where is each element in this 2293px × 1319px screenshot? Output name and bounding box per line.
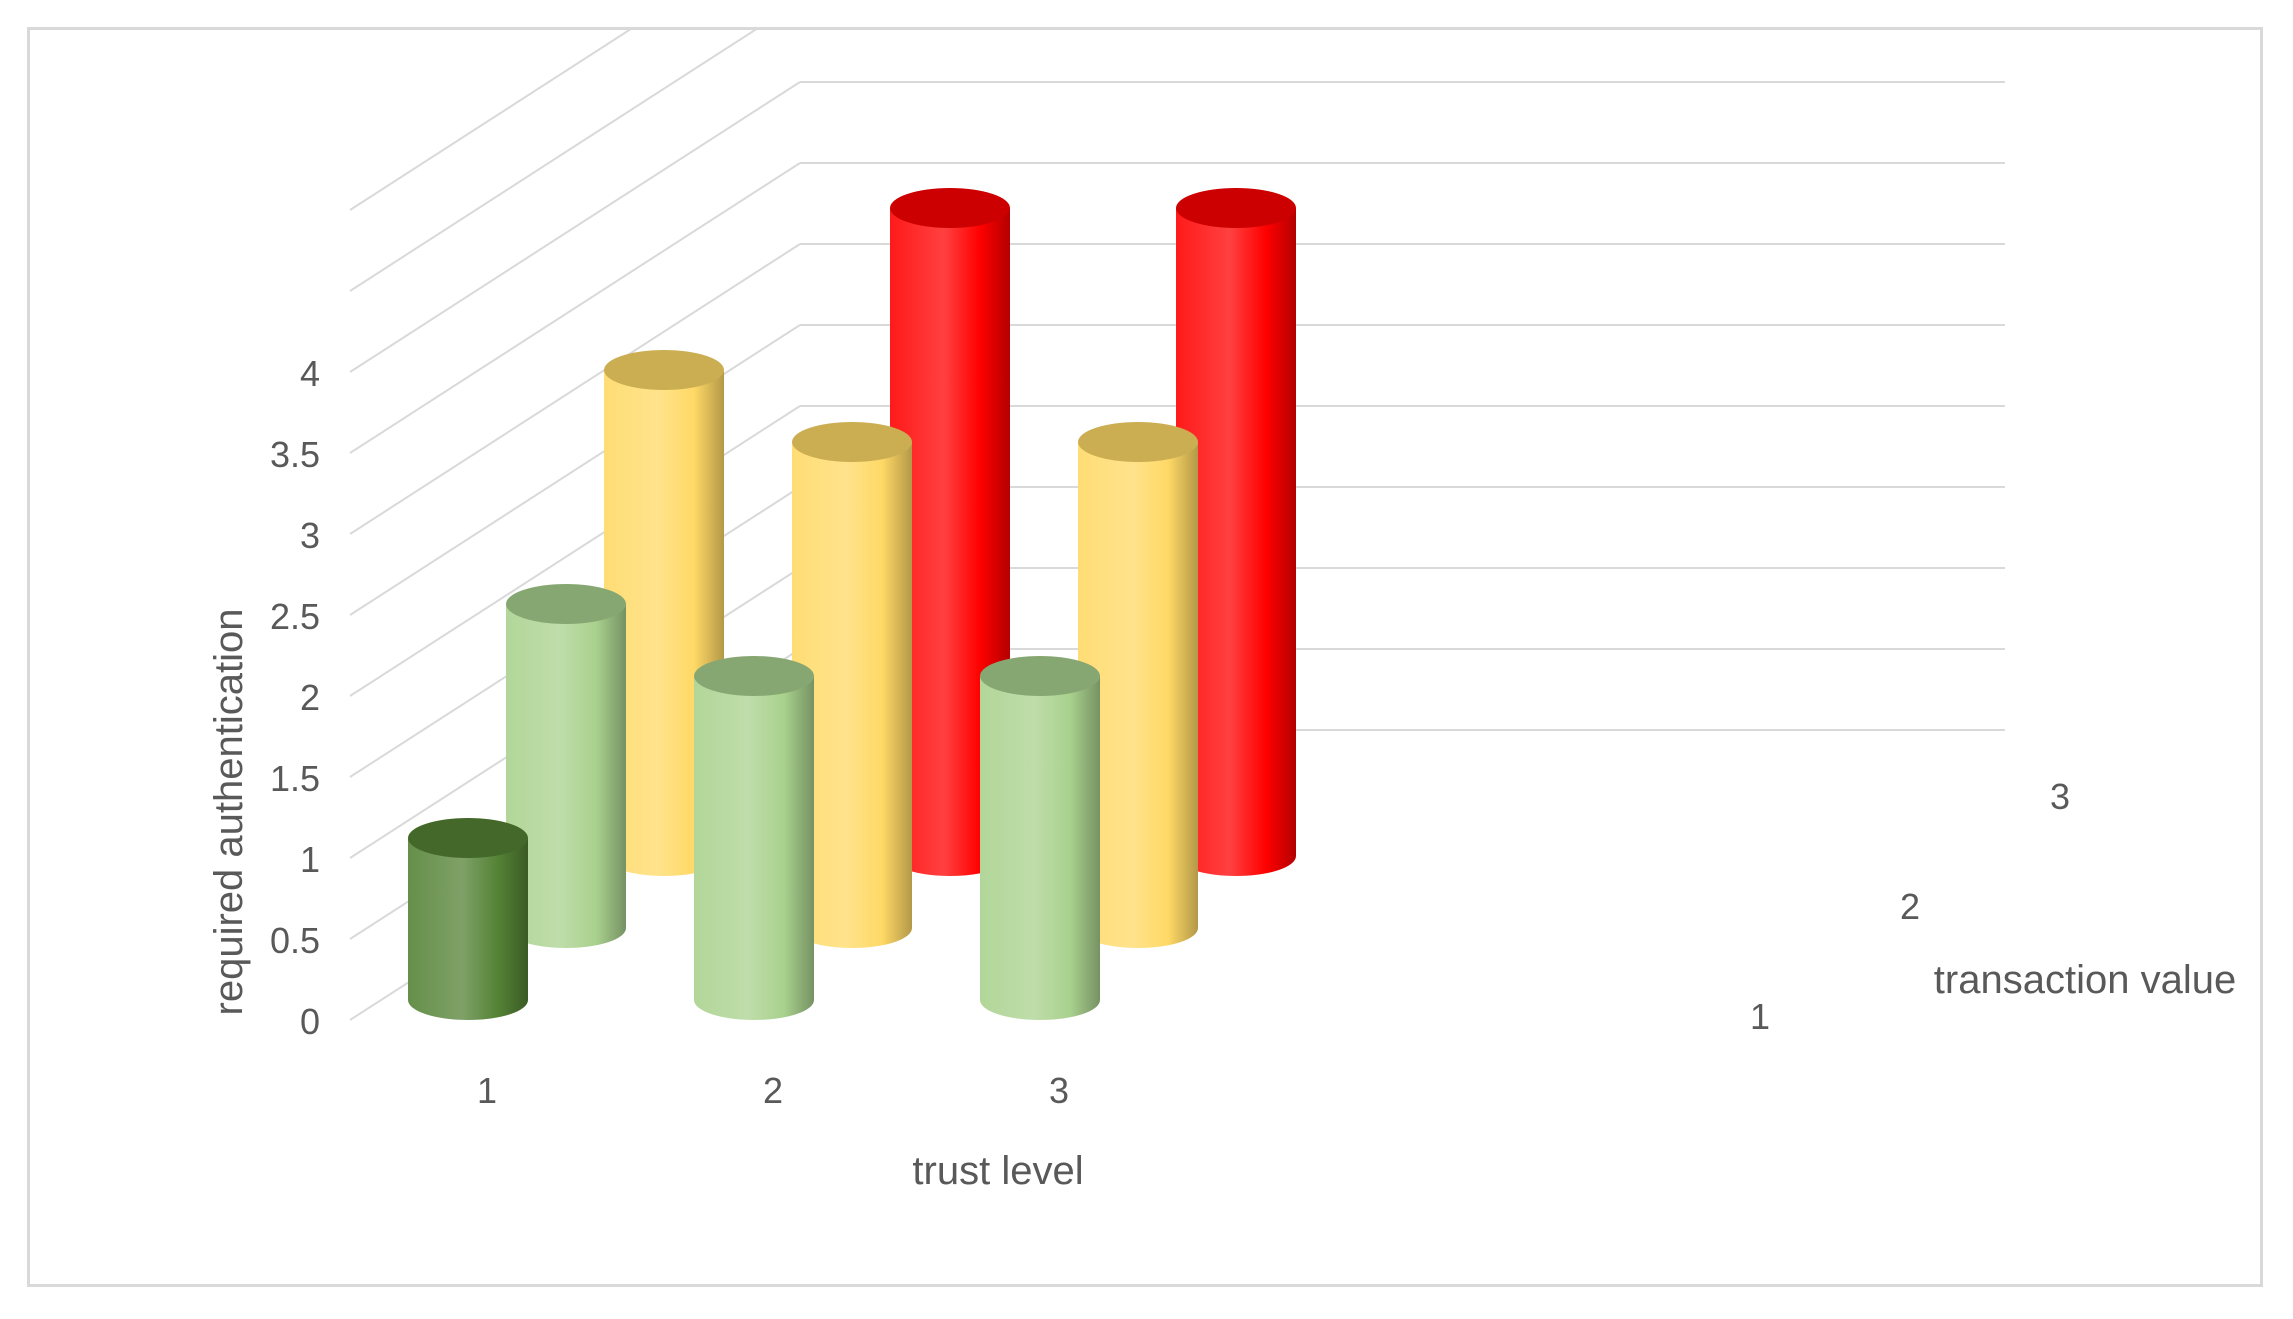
x-axis-label: trust level xyxy=(912,1149,1083,1193)
gridline-diagonal xyxy=(349,243,801,535)
gridline-diagonal xyxy=(349,405,801,697)
y-tick-label: 3 xyxy=(300,515,320,556)
bar-body xyxy=(792,442,912,948)
gridline-diagonal xyxy=(349,30,757,292)
bar-top xyxy=(408,818,528,858)
bar-cylinder xyxy=(506,584,626,948)
y-axis-label: required authentication xyxy=(207,609,251,1016)
y-axis-ticks: 0 0.5 1 1.5 2 2.5 3 3.5 4 xyxy=(270,353,320,1042)
y-tick-label: 0 xyxy=(300,1001,320,1042)
y-tick-label: 1 xyxy=(300,839,320,880)
bar-top xyxy=(980,656,1100,696)
depth-axis-label: transaction value xyxy=(1934,958,2236,1002)
bar-top xyxy=(890,188,1010,228)
bar-top xyxy=(792,422,912,462)
bar-cylinder xyxy=(694,656,814,1020)
y-tick-label: 4 xyxy=(300,353,320,394)
bar-top xyxy=(1176,188,1296,228)
y-tick-label: 2 xyxy=(300,677,320,718)
bar-cylinder xyxy=(792,422,912,948)
bars xyxy=(408,188,1296,1020)
bar-body xyxy=(506,604,626,948)
bar-body xyxy=(1176,208,1296,876)
gridline-diagonal xyxy=(349,324,801,616)
depth-tick-label: 1 xyxy=(1750,996,1770,1037)
depth-tick-label: 2 xyxy=(1900,886,1920,927)
bar-top xyxy=(694,656,814,696)
bar-top xyxy=(1078,422,1198,462)
gridline-diagonal xyxy=(349,162,801,454)
depth-axis-ticks: 1 2 3 xyxy=(1750,776,2070,1037)
chart-svg: 0 0.5 1 1.5 2 2.5 3 3.5 4 1 2 3 1 2 3 trust level re… xyxy=(207,30,2236,1193)
bar-body xyxy=(408,838,528,1020)
bar-cylinder xyxy=(1078,422,1198,948)
y-tick-label: 3.5 xyxy=(270,434,320,475)
bar-top xyxy=(604,350,724,390)
gridline-diagonal xyxy=(349,81,801,373)
y-tick-label: 0.5 xyxy=(270,920,320,961)
x-tick-label: 3 xyxy=(1049,1070,1069,1111)
x-axis-ticks: 1 2 3 xyxy=(477,1070,1069,1111)
bar-cylinder xyxy=(408,818,528,1020)
y-tick-label: 1.5 xyxy=(270,758,320,799)
x-tick-label: 1 xyxy=(477,1070,497,1111)
bar-cylinder xyxy=(980,656,1100,1020)
depth-tick-label: 3 xyxy=(2050,776,2070,817)
x-tick-label: 2 xyxy=(763,1070,783,1111)
gridline-diagonal xyxy=(349,30,632,211)
bar-body xyxy=(980,676,1100,1020)
bar-cylinder xyxy=(1176,188,1296,876)
bar-body xyxy=(1078,442,1198,948)
chart-frame: 0 0.5 1 1.5 2 2.5 3 3.5 4 1 2 3 1 2 3 trust level re… xyxy=(27,27,2263,1287)
bar-body xyxy=(694,676,814,1020)
bar-top xyxy=(506,584,626,624)
y-tick-label: 2.5 xyxy=(270,596,320,637)
